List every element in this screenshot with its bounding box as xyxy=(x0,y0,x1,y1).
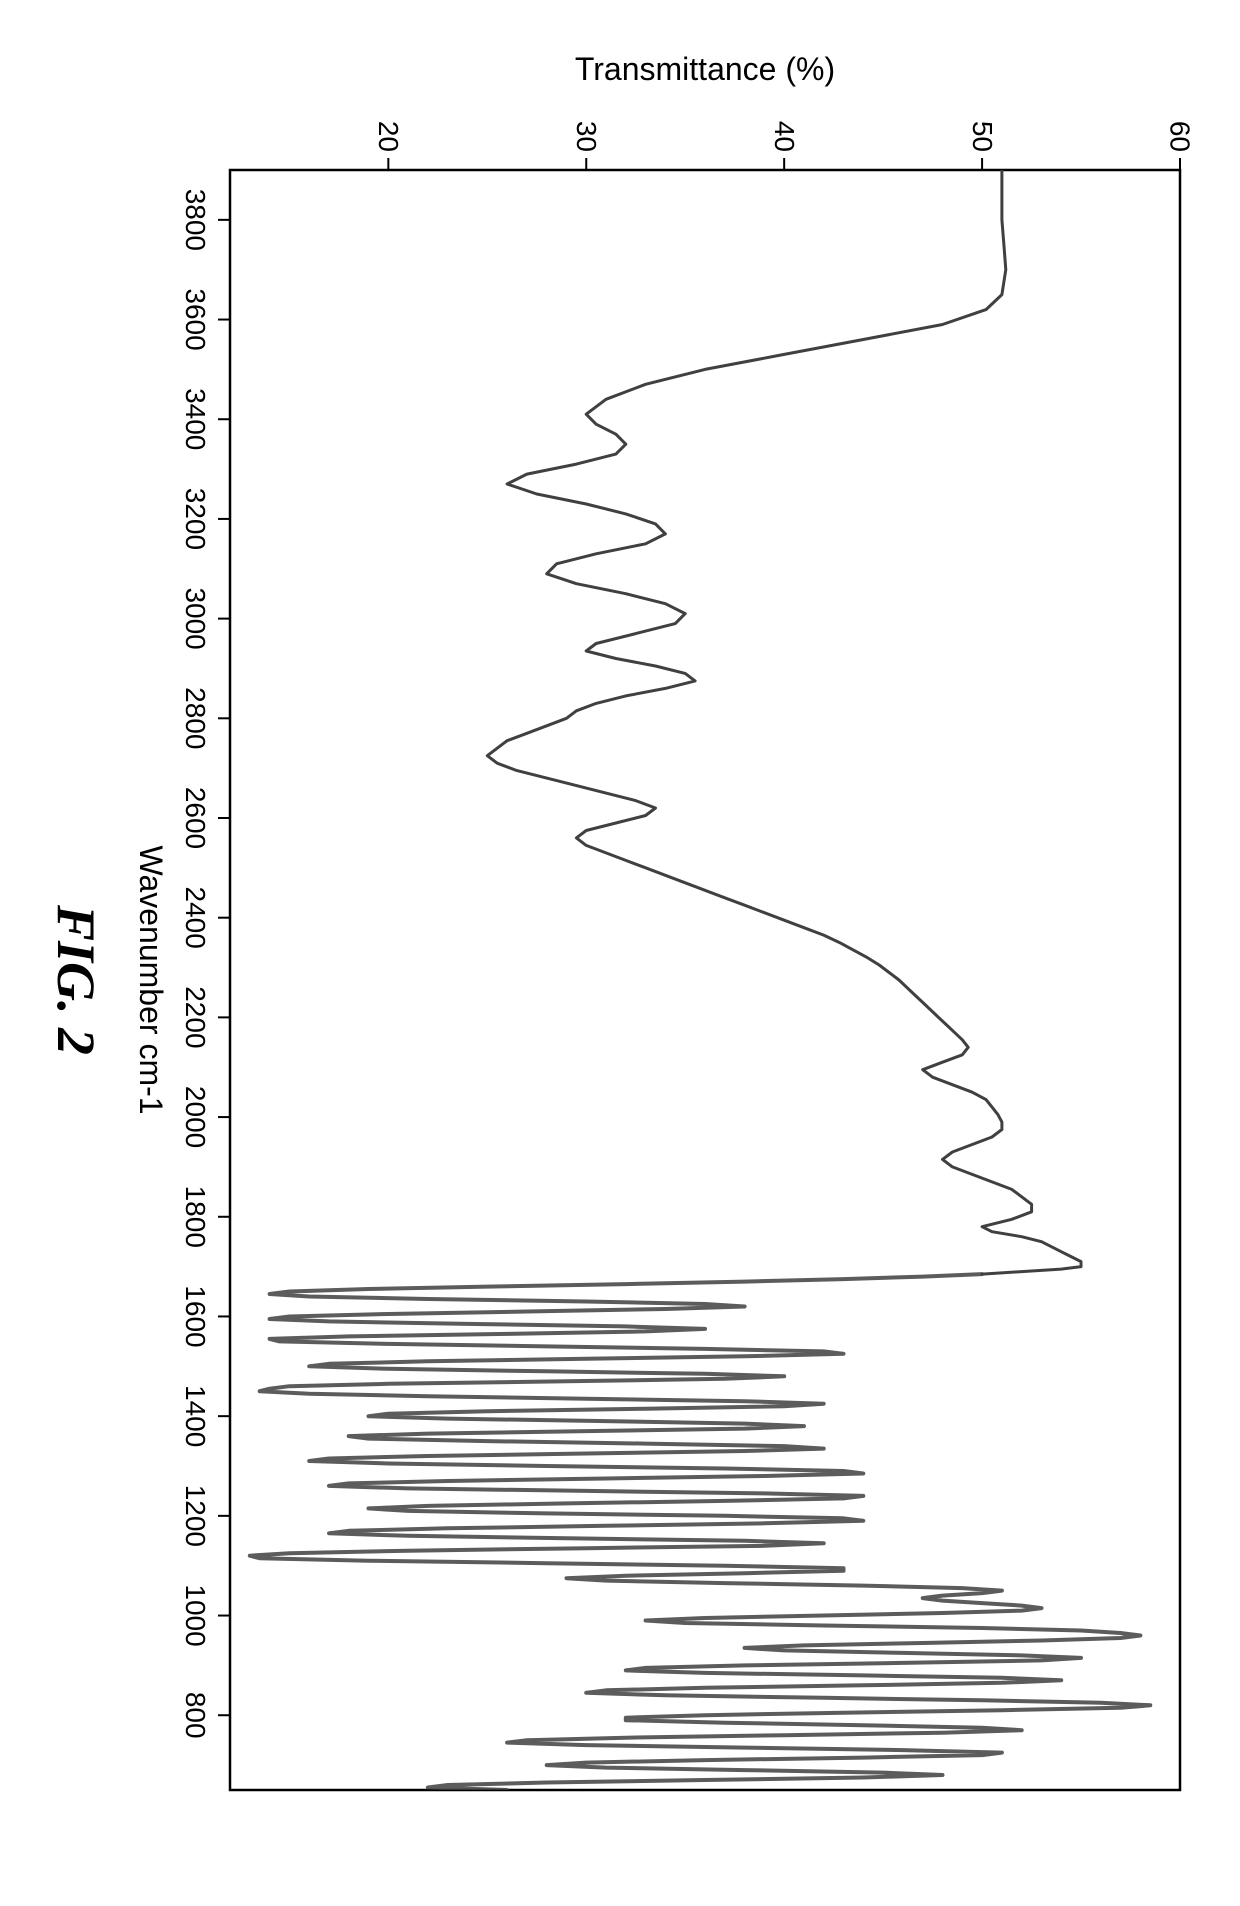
x-tick-label: 800 xyxy=(180,1692,211,1739)
figure-caption: FIG. 2 xyxy=(46,904,106,1055)
figure-container: 3800 3600 3400 3200 3000 2800 2600 2400 2200 2000… xyxy=(0,0,1240,1906)
spectrum-line-smooth xyxy=(487,170,1081,1274)
x-axis-label: Wavenumber cm-1 xyxy=(133,845,169,1114)
x-tick-label: 3800 xyxy=(180,189,211,251)
x-tick-label: 2200 xyxy=(180,986,211,1048)
y-axis-label: Transmittance (%) xyxy=(575,51,835,87)
x-tick-label: 3000 xyxy=(180,587,211,649)
x-tick-label: 2400 xyxy=(180,887,211,949)
y-tick-label: 50 xyxy=(967,121,998,152)
x-tick-label: 1200 xyxy=(180,1485,211,1547)
x-tick-label: 3200 xyxy=(180,488,211,550)
x-tick-label: 3600 xyxy=(180,288,211,350)
spectrum-line-fingerprint xyxy=(250,1274,1151,1790)
y-tick-label: 60 xyxy=(1165,121,1196,152)
y-tick-label: 20 xyxy=(373,121,404,152)
x-tick-label: 2000 xyxy=(180,1086,211,1148)
x-tick-label: 1600 xyxy=(180,1285,211,1347)
x-tick-label: 2800 xyxy=(180,687,211,749)
x-tick-label: 2600 xyxy=(180,787,211,849)
x-tick-label: 1000 xyxy=(180,1584,211,1646)
x-tick-label: 1400 xyxy=(180,1385,211,1447)
x-tick-label: 1800 xyxy=(180,1186,211,1248)
x-tick-label: 3400 xyxy=(180,388,211,450)
y-tick-label: 30 xyxy=(571,121,602,152)
figure-svg: 3800 3600 3400 3200 3000 2800 2600 2400 2200 2000… xyxy=(0,0,1240,1906)
y-tick-label: 40 xyxy=(769,121,800,152)
